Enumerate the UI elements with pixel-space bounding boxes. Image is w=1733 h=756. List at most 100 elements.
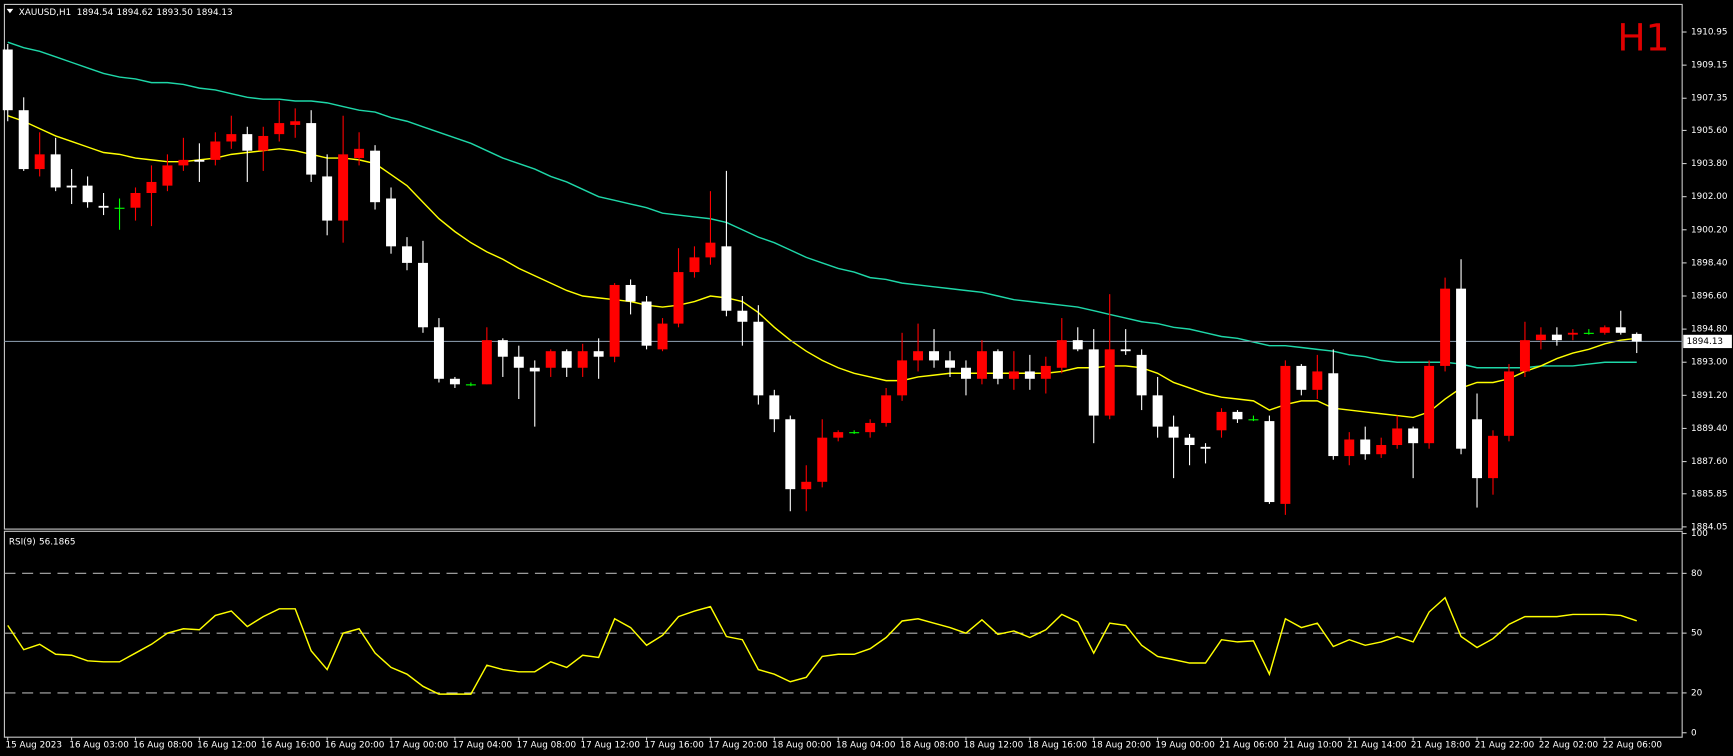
x-tick-label: 17 Aug 04:00 [453,740,513,750]
candle-body [1136,354,1147,396]
x-tick-label: 17 Aug 20:00 [708,740,768,750]
candle-body [50,154,61,188]
y-tick-label: 1893.00 [1691,358,1728,368]
y-tick-label: 1887.60 [1691,457,1728,467]
x-tick-label: 16 Aug 08:00 [133,740,193,750]
candle-body [1280,365,1291,504]
rsi-y-tick-label: 80 [1691,569,1703,579]
x-tick-label: 16 Aug 20:00 [325,740,385,750]
candle-body [1168,426,1179,438]
candle-body [769,395,780,420]
x-tick-label: 18 Aug 04:00 [836,740,896,750]
candle-body [1152,395,1163,427]
candle-body [897,360,908,396]
header-high: 1894.62 [117,8,153,18]
candle-body [386,198,397,247]
rsi-y-tick-label: 50 [1691,629,1703,639]
rsi-panel-frame [3,530,1683,738]
y-tick-label: 1910.95 [1691,28,1727,38]
y-tick-label: 1903.80 [1691,159,1728,169]
candle-body [322,176,333,221]
candle-body [945,360,955,368]
candle-body [1088,349,1099,416]
rsi-y-tick-label: 0 [1691,728,1697,738]
candle-body [721,246,732,311]
candle-body [1535,334,1546,341]
x-tick-label: 21 Aug 22:00 [1475,740,1535,750]
candle-body [417,262,428,328]
y-tick-label: 1884.05 [1691,522,1727,532]
x-tick-label: 21 Aug 14:00 [1347,740,1407,750]
candle-body [82,185,93,203]
candle-body [1072,340,1083,350]
candle-body [178,159,189,166]
candle-body [1120,349,1131,352]
x-tick-label: 21 Aug 18:00 [1411,740,1471,750]
candle-body [817,437,828,482]
candle-body [370,150,381,203]
x-tick-label: 15 Aug 2023 [6,740,63,750]
x-tick-label: 18 Aug 00:00 [772,740,832,750]
candle-body [18,110,29,170]
candle-body [338,154,349,221]
candle-body [290,121,301,125]
candle-body [1408,428,1419,444]
candle-body [66,185,77,188]
candle-body [753,321,764,396]
candle-body [1344,439,1355,457]
candle-body [1024,371,1035,379]
menu-icon[interactable] [6,8,14,14]
x-tick-label: 17 Aug 00:00 [389,740,449,750]
candle-body [641,301,652,346]
candle-body [306,123,317,175]
x-tick-label: 16 Aug 16:00 [261,740,321,750]
x-tick-label: 22 Aug 02:00 [1539,740,1599,750]
y-tick-label: 1900.20 [1691,225,1728,235]
header-low: 1893.50 [156,8,193,18]
header-open: 1894.54 [77,8,114,18]
candle-body [1232,411,1243,420]
candle-body [274,123,285,135]
chart-header: XAUUSD,H1 1894.54 1894.62 1893.50 1894.13 [19,8,233,18]
candle-body [1615,327,1626,333]
y-tick-label: 1905.60 [1691,126,1728,136]
candle-body [849,432,860,434]
candle-body [913,351,924,361]
x-tick-label: 21 Aug 06:00 [1219,740,1279,750]
current-price-label: 1894.13 [1687,337,1723,347]
x-tick-label: 21 Aug 10:00 [1283,740,1343,750]
rsi-value: 56.1865 [39,537,75,547]
candle-body [1376,445,1387,455]
candle-body [801,481,812,490]
x-tick-label: 16 Aug 12:00 [197,740,257,750]
candle-body [1328,373,1339,457]
moving-average-line [7,115,1637,419]
candle-body [194,159,205,162]
candle-body [1264,421,1275,503]
candle-body [545,351,556,368]
candle-body [210,141,221,160]
candle-body [1056,340,1067,368]
candle-body [1424,365,1435,444]
candle-body [130,192,141,208]
moving-average-line [7,41,1637,369]
y-tick-label: 1894.80 [1691,325,1728,335]
y-tick-label: 1907.35 [1691,94,1727,104]
candle-body [1216,411,1227,431]
candle-body [481,340,492,385]
candle-body [1440,288,1451,366]
main-panel-frame [3,3,1683,530]
rsi-y-tick-label: 20 [1691,688,1703,698]
candle-body [226,134,237,142]
candle-body [449,378,460,385]
candle-body [433,327,444,379]
timeframe-label: H1 [1617,15,1669,59]
y-tick-label: 1891.20 [1691,391,1728,401]
candle-body [561,351,572,368]
y-tick-label: 1896.60 [1691,292,1728,302]
candle-body [465,384,476,386]
candle-body [737,310,748,322]
candle-body [1551,334,1562,341]
